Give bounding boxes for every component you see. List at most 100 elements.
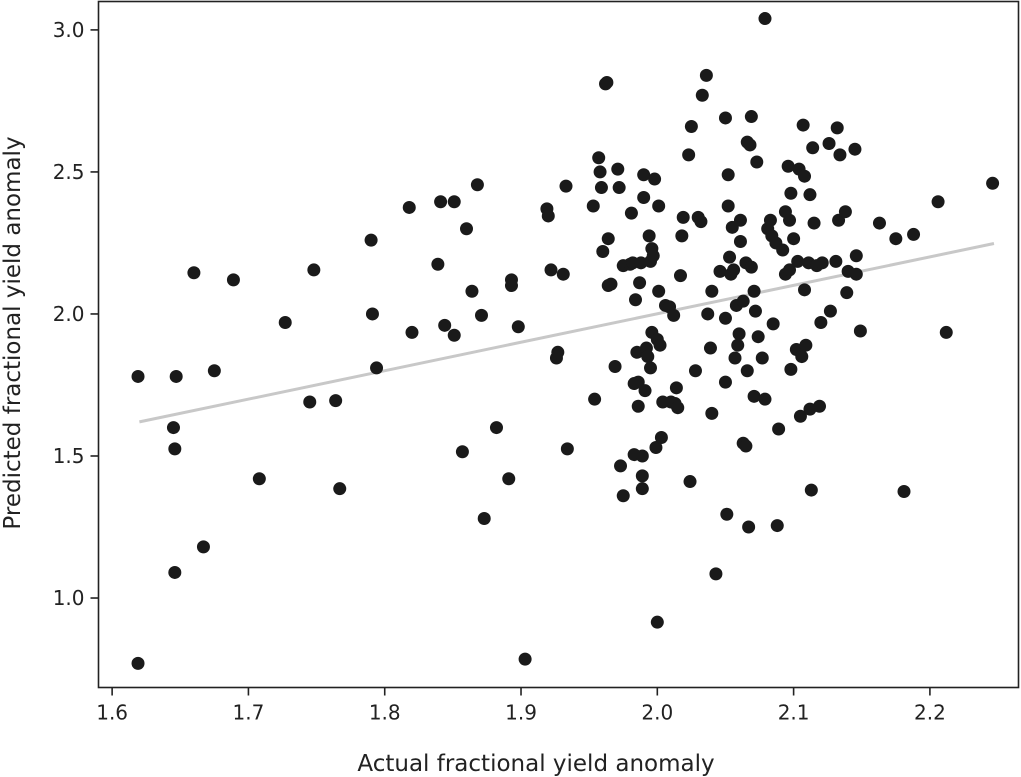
data-point — [559, 179, 573, 193]
data-point — [676, 210, 690, 224]
data-point — [654, 431, 668, 445]
data-point — [556, 267, 570, 281]
data-point — [822, 137, 836, 151]
data-point — [931, 195, 945, 209]
data-point — [793, 409, 807, 423]
data-point — [196, 540, 210, 554]
data-point — [684, 119, 698, 133]
data-point — [772, 422, 786, 436]
data-point — [840, 286, 854, 300]
data-point — [226, 273, 240, 287]
data-point — [682, 148, 696, 162]
data-point — [748, 304, 762, 318]
data-point — [848, 142, 862, 156]
data-point — [474, 308, 488, 322]
data-point — [784, 362, 798, 376]
y-tick-label: 3.0 — [53, 18, 85, 42]
data-point — [278, 315, 292, 329]
y-tick-label: 1.5 — [53, 444, 85, 468]
data-point — [646, 249, 660, 263]
data-point — [541, 209, 555, 223]
data-point — [637, 168, 651, 182]
data-point — [329, 394, 343, 408]
data-point — [813, 399, 827, 413]
data-point — [791, 254, 805, 268]
y-tick-label: 2.0 — [53, 302, 85, 326]
data-point — [740, 364, 754, 378]
data-point — [781, 159, 795, 173]
y-axis-label: Predicted fractional yield anomaly — [0, 136, 26, 529]
data-point — [612, 181, 626, 195]
data-point — [635, 482, 649, 496]
data-point — [652, 199, 666, 213]
data-point — [758, 12, 772, 26]
data-point — [718, 111, 732, 125]
data-point — [673, 269, 687, 283]
data-point — [364, 233, 378, 247]
data-point — [465, 284, 479, 298]
data-point — [727, 263, 741, 277]
data-point — [633, 276, 647, 290]
data-point — [652, 284, 666, 298]
data-point — [594, 181, 608, 195]
data-point — [763, 213, 777, 227]
data-point — [675, 229, 689, 243]
data-point — [718, 311, 732, 325]
x-axis-label: Actual fractional yield anomaly — [357, 751, 714, 777]
data-point — [798, 169, 812, 183]
data-point — [634, 256, 648, 270]
data-point — [551, 345, 565, 359]
data-point — [733, 235, 747, 249]
data-point — [333, 482, 347, 496]
data-point — [731, 338, 745, 352]
data-point — [649, 440, 663, 454]
data-point — [705, 284, 719, 298]
x-tick-label: 1.8 — [369, 701, 401, 725]
data-point — [766, 317, 780, 331]
data-point — [721, 168, 735, 182]
data-point — [798, 283, 812, 297]
data-point — [560, 442, 574, 456]
data-point — [986, 176, 1000, 190]
data-point — [939, 325, 953, 339]
data-point — [849, 267, 863, 281]
data-point — [648, 172, 662, 186]
data-point — [796, 118, 810, 132]
data-point — [799, 338, 813, 352]
data-point — [207, 364, 221, 378]
data-point — [131, 656, 145, 670]
data-point — [544, 263, 558, 277]
data-point — [504, 279, 518, 293]
data-point — [806, 141, 820, 155]
data-point — [833, 148, 847, 162]
data-point — [642, 229, 656, 243]
data-point — [723, 250, 737, 264]
data-point — [252, 472, 266, 486]
data-point — [709, 567, 723, 581]
data-point — [431, 257, 445, 271]
data-point — [823, 304, 837, 318]
data-point — [853, 324, 867, 338]
x-tick-label: 1.6 — [96, 701, 128, 725]
data-point — [747, 284, 761, 298]
x-tick-label: 2.2 — [914, 701, 946, 725]
data-point — [629, 293, 643, 307]
data-point — [701, 307, 715, 321]
data-point — [671, 401, 685, 415]
data-point — [511, 320, 525, 334]
data-point — [616, 489, 630, 503]
data-point — [166, 421, 180, 435]
x-tick-label: 2.0 — [641, 701, 673, 725]
data-point — [744, 110, 758, 124]
data-point — [718, 375, 732, 389]
data-point — [370, 361, 384, 375]
data-point — [460, 222, 473, 236]
data-point — [637, 191, 651, 204]
data-point — [187, 266, 201, 280]
data-point — [667, 308, 681, 322]
data-point — [795, 350, 809, 364]
data-point — [518, 652, 532, 666]
x-tick-label: 1.7 — [233, 701, 265, 725]
data-point — [783, 213, 797, 227]
